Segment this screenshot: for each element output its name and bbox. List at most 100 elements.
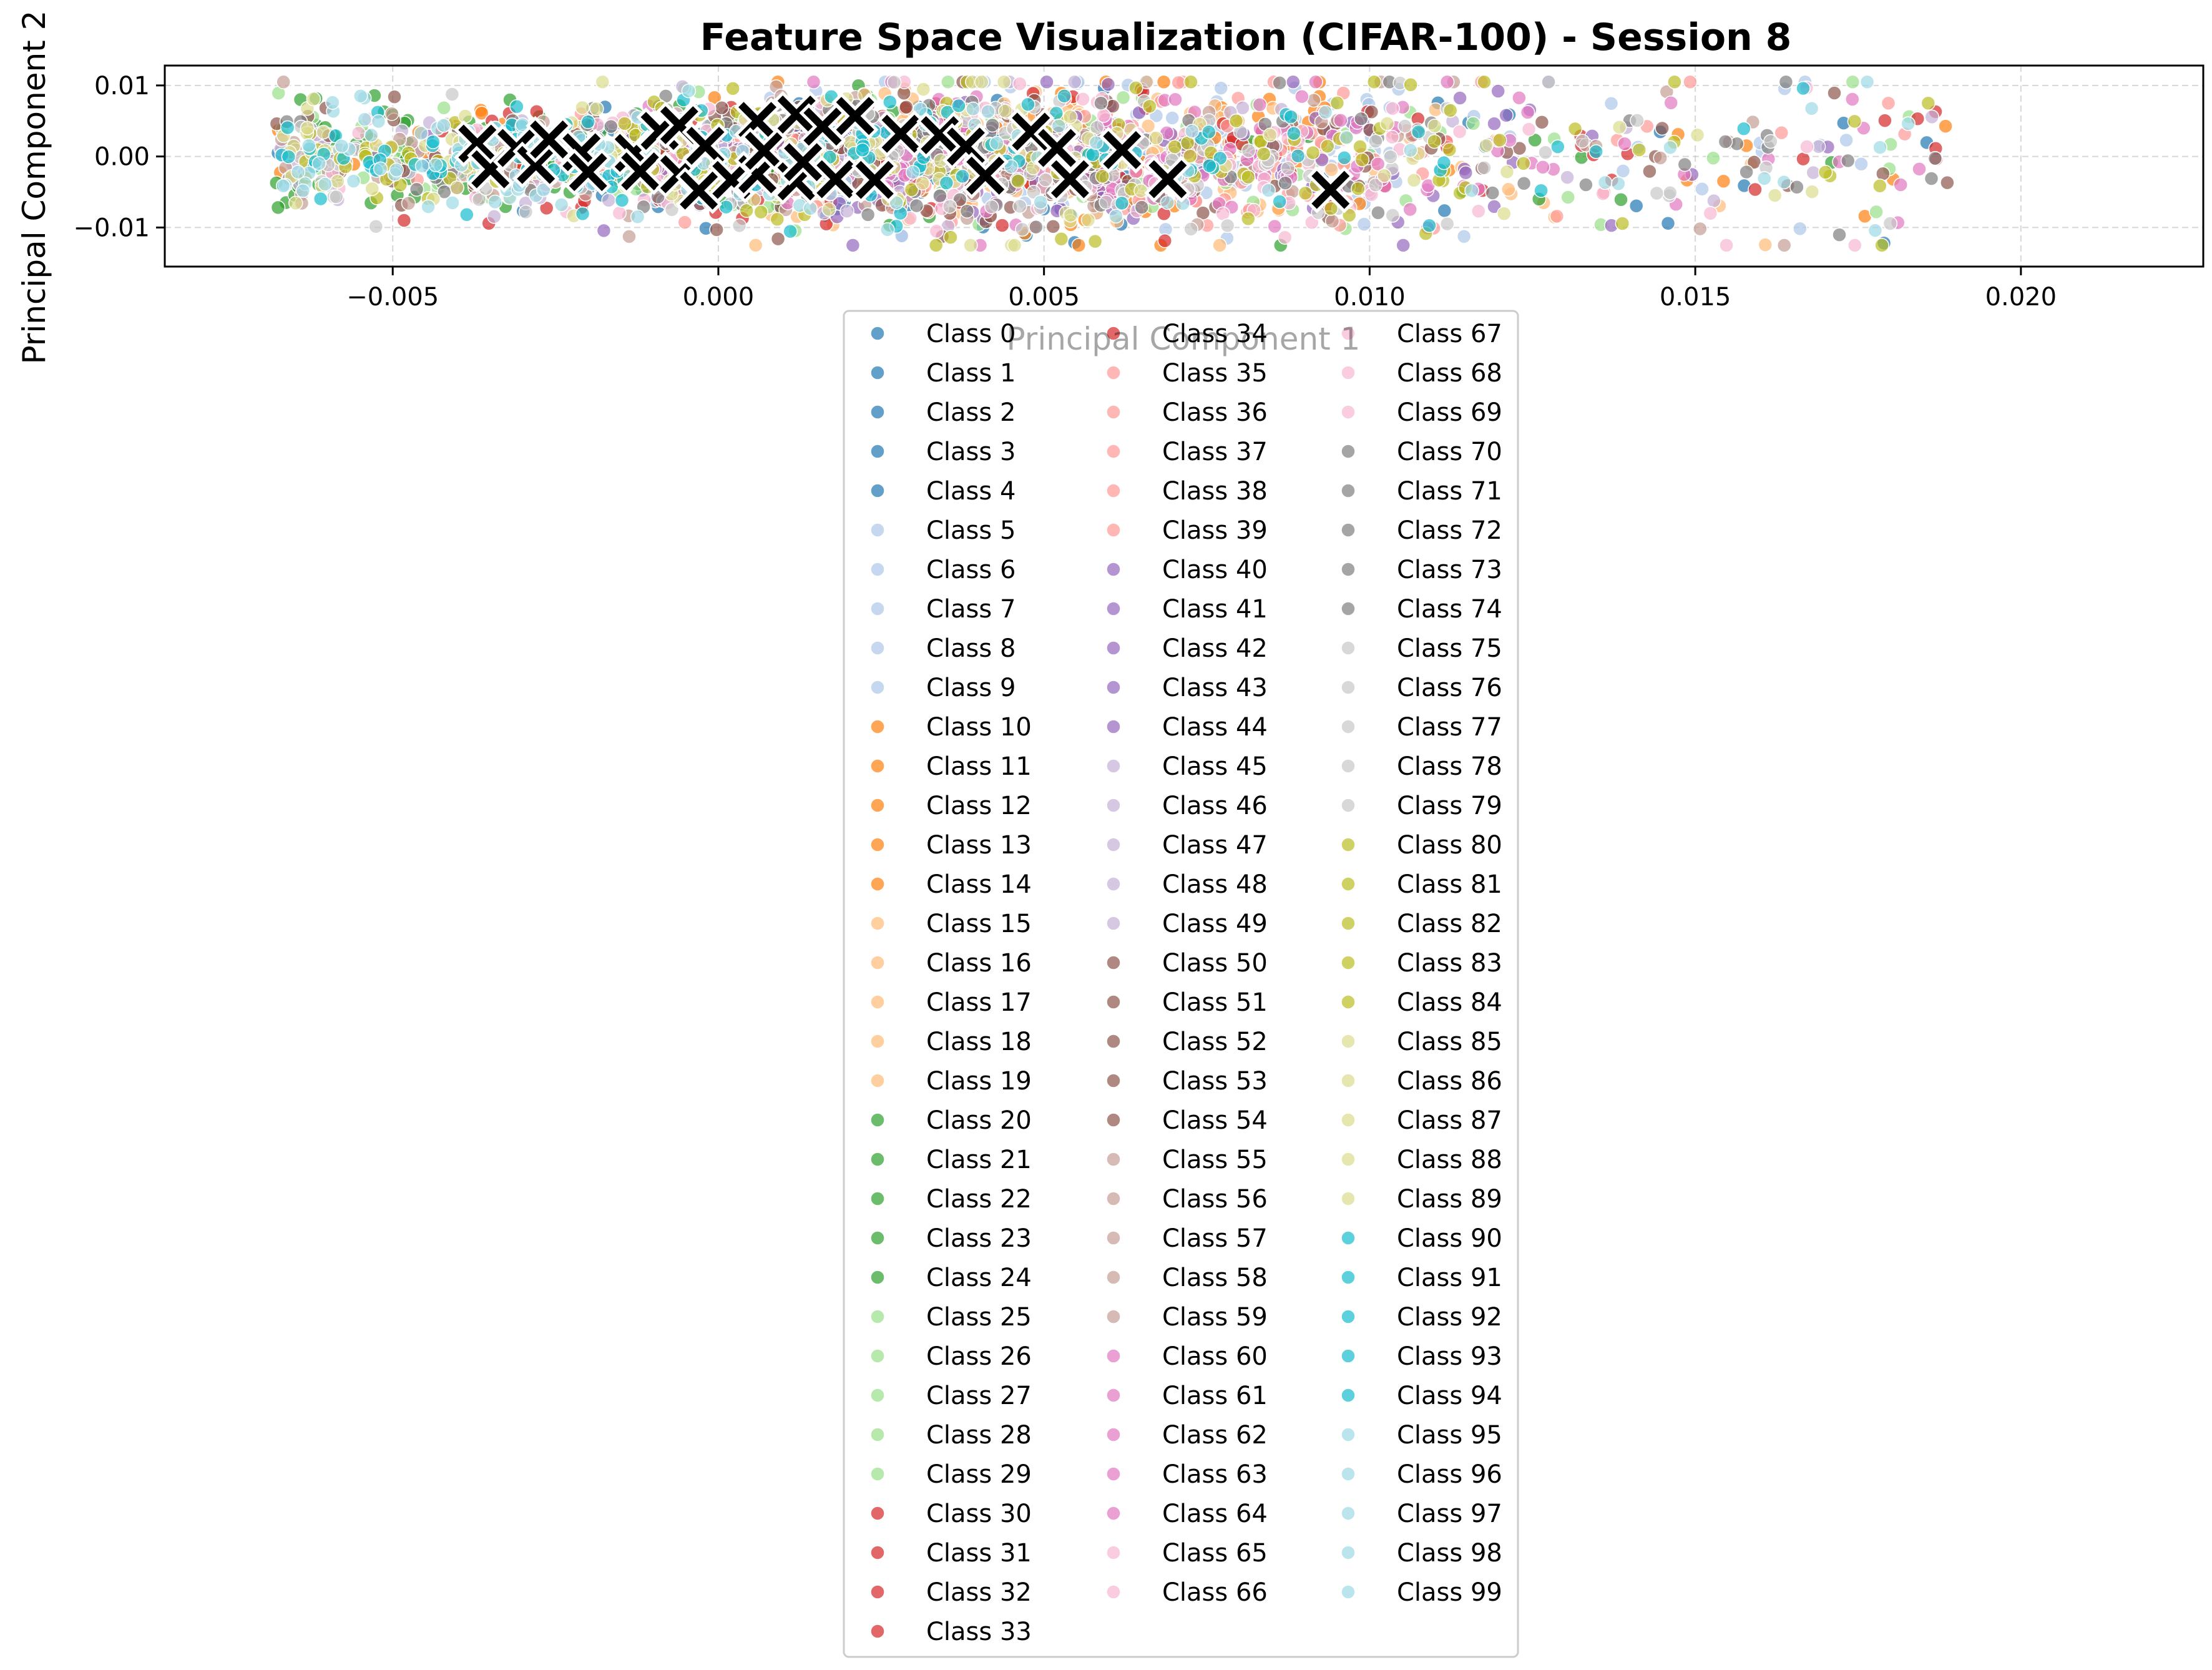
legend-marker xyxy=(1341,1427,1356,1442)
scatter-point xyxy=(1437,203,1452,219)
prototype-marker xyxy=(773,91,820,139)
legend-label: Class 63 xyxy=(1162,1460,1268,1489)
scatter-point xyxy=(1261,183,1276,198)
scatter-point xyxy=(748,237,763,253)
legend-label: Class 99 xyxy=(1397,1578,1502,1607)
scatter-point xyxy=(436,101,451,115)
scatter-point xyxy=(1876,166,1891,182)
scatter-point xyxy=(1353,139,1368,154)
legend-label: Class 42 xyxy=(1162,634,1268,663)
scatter-point xyxy=(1062,109,1078,124)
scatter-point xyxy=(1492,132,1507,148)
legend-marker xyxy=(1106,1427,1121,1442)
legend-entry: Class 22 xyxy=(870,1185,1032,1214)
legend-marker xyxy=(1106,601,1121,616)
scatter-point xyxy=(1912,162,1927,177)
scatter-point xyxy=(1100,77,1116,92)
scatter-point xyxy=(1376,168,1392,184)
scatter-point xyxy=(1290,148,1306,164)
scatter-point xyxy=(1693,221,1708,237)
scatter-point xyxy=(1695,182,1710,197)
scatter-point xyxy=(1004,159,1019,174)
legend-marker xyxy=(870,916,885,931)
chart-title: Feature Space Visualization (CIFAR-100) … xyxy=(700,16,1792,59)
legend-entry: Class 67 xyxy=(1341,320,1502,348)
scatter-point xyxy=(955,169,970,184)
legend-label: Class 72 xyxy=(1397,516,1502,545)
scatter-point xyxy=(709,222,724,237)
scatter-point xyxy=(1167,139,1182,154)
scatter-point xyxy=(1128,81,1143,96)
legend-marker xyxy=(870,837,885,852)
legend-label: Class 27 xyxy=(926,1382,1032,1410)
legend-entry: Class 79 xyxy=(1341,792,1502,820)
legend-label: Class 40 xyxy=(1162,556,1268,584)
scatter-point xyxy=(1613,192,1628,207)
legend-entry: Class 30 xyxy=(870,1500,1032,1528)
legend-label: Class 5 xyxy=(926,516,1015,545)
scatter-point xyxy=(536,182,551,197)
legend-label: Class 80 xyxy=(1397,831,1502,860)
legend-marker xyxy=(870,444,885,459)
legend-entry: Class 96 xyxy=(1341,1460,1502,1489)
legend-marker xyxy=(1106,1230,1121,1245)
scatter-point xyxy=(932,189,947,204)
scatter-point xyxy=(1280,160,1296,176)
scatter-point xyxy=(1368,177,1383,193)
scatter-point xyxy=(409,182,424,197)
scatter-point xyxy=(1818,165,1833,180)
legend-label: Class 53 xyxy=(1162,1067,1268,1096)
legend-entry: Class 75 xyxy=(1341,634,1502,663)
scatter-point xyxy=(1466,116,1481,131)
legend-entry: Class 68 xyxy=(1341,359,1502,388)
legend-label: Class 88 xyxy=(1397,1146,1502,1174)
scatter-point xyxy=(1134,200,1150,215)
legend-entry: Class 83 xyxy=(1341,949,1502,978)
legend-entry: Class 52 xyxy=(1106,1028,1268,1056)
legend-label: Class 34 xyxy=(1162,320,1268,348)
scatter-point xyxy=(951,98,966,114)
legend-label: Class 30 xyxy=(926,1500,1032,1528)
scatter-point xyxy=(1706,193,1721,209)
legend-marker xyxy=(1106,1113,1121,1127)
scatter-point xyxy=(622,229,637,244)
scatter-point xyxy=(1039,74,1054,89)
legend-marker xyxy=(1106,1191,1121,1206)
scatter-point xyxy=(714,100,730,115)
scatter-point xyxy=(1458,165,1474,180)
legend-label: Class 69 xyxy=(1397,398,1502,427)
scatter-point xyxy=(1277,230,1293,245)
legend-label: Class 7 xyxy=(926,595,1015,624)
prototype-marker xyxy=(877,110,924,157)
legend-entry: Class 77 xyxy=(1341,713,1502,742)
legend-entry: Class 44 xyxy=(1106,713,1268,742)
scatter-point xyxy=(1776,174,1792,190)
legend-entry: Class 13 xyxy=(870,831,1032,860)
legend-marker xyxy=(1106,759,1121,774)
scatter-point xyxy=(821,202,836,217)
legend-entry: Class 97 xyxy=(1341,1500,1502,1528)
scatter-point xyxy=(1212,238,1227,253)
scatter-point xyxy=(1872,140,1887,155)
legend-marker xyxy=(1341,1506,1356,1521)
legend-entry: Class 3 xyxy=(870,438,1015,466)
legend-marker xyxy=(1106,483,1121,498)
scatter-point xyxy=(1354,152,1370,167)
legend-entry: Class 36 xyxy=(1106,398,1268,427)
scatter-point xyxy=(889,195,904,210)
legend-marker xyxy=(1341,1073,1356,1088)
scatter-point xyxy=(939,175,954,190)
legend-entry: Class 71 xyxy=(1341,477,1502,506)
legend-entry: Class 34 xyxy=(1106,320,1268,348)
scatter-point xyxy=(1588,144,1603,159)
x-tick-label: 0.015 xyxy=(1660,283,1731,312)
legend-marker xyxy=(870,759,885,774)
scatter-point xyxy=(316,124,331,140)
scatter-point xyxy=(1012,76,1027,91)
legend-label: Class 81 xyxy=(1397,870,1502,899)
scatter-point xyxy=(330,174,345,189)
legend-marker xyxy=(1106,1388,1121,1403)
scatter-point xyxy=(364,127,379,143)
legend-label: Class 76 xyxy=(1397,674,1502,702)
legend-entry: Class 82 xyxy=(1341,910,1502,938)
